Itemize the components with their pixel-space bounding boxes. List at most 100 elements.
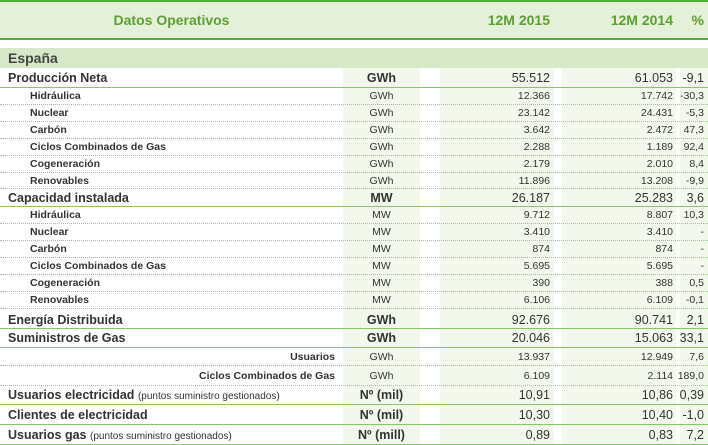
row-value-2014: 25.283 — [634, 190, 673, 205]
row-value-2015: 2.179 — [523, 158, 550, 170]
pct-bg — [680, 68, 708, 445]
row-value-2014: 5.695 — [646, 260, 673, 272]
row-value-2015: 874 — [532, 243, 550, 255]
row-unit: MW — [372, 294, 391, 306]
header-title: Datos Operativos — [113, 12, 230, 28]
row-percent: 2,1 — [686, 312, 704, 327]
row-value-2014: 6.109 — [646, 294, 673, 306]
row-unit: GWh — [366, 331, 397, 345]
row-value-2014: 12.949 — [640, 350, 673, 363]
row-percent: 0,5 — [689, 277, 704, 289]
table-row: Usuarios GWh 13.937 12.949 7,6 — [0, 348, 708, 366]
col2-bg — [562, 68, 676, 445]
row-value-2015: 13.937 — [517, 350, 550, 363]
row-value-2015: 26.187 — [511, 190, 550, 205]
table-row: Hidráulica MW 9.712 8.807 10,3 — [0, 207, 708, 224]
row-unit: GWh — [369, 124, 394, 136]
row-value-2015: 5.695 — [523, 260, 550, 272]
row-label: Hidráulica — [30, 209, 81, 221]
row-percent: 8,4 — [689, 158, 704, 170]
row-label-note: (puntos suministro gestionados) — [137, 391, 280, 402]
header-col1: 12M 2015 — [487, 12, 550, 28]
row-percent: -5,3 — [685, 107, 704, 119]
row-unit: GWh — [369, 141, 394, 153]
row-percent: 189,0 — [677, 369, 704, 382]
row-value-2014: 8.807 — [646, 209, 673, 221]
row-value-2015: 10,30 — [518, 407, 550, 422]
row-unit: GWh — [366, 71, 397, 85]
row-value-2015: 3.642 — [523, 124, 550, 136]
row-value-2015: 9.712 — [523, 209, 550, 221]
row-value-2015: 92.676 — [511, 312, 550, 327]
row-percent: -1,0 — [682, 407, 704, 422]
row-value-2014: 17.742 — [640, 90, 673, 102]
header-col2: 12M 2014 — [610, 12, 673, 28]
row-value-2014: 13.208 — [640, 174, 673, 187]
table-row: Ciclos Combinados de Gas GWh 6.109 2.114 189… — [0, 366, 708, 386]
header-col3: % — [691, 12, 704, 28]
row-value-2014: 24.431 — [640, 107, 673, 119]
row-value-2015: 6.109 — [523, 369, 550, 382]
table-row: Energía Distribuida GWh 92.676 90.741 2,1 — [0, 311, 708, 329]
col1-bg — [440, 68, 554, 445]
row-value-2015: 55.512 — [511, 71, 550, 85]
row-value-2015: 20.046 — [511, 331, 550, 345]
row-value-2014: 90.741 — [634, 312, 673, 327]
row-value-2014: 2.114 — [647, 369, 674, 382]
row-value-2014: 15.063 — [634, 331, 673, 345]
unit-column-bg — [343, 68, 420, 445]
row-unit: GWh — [369, 174, 394, 187]
row-percent: 0,39 — [679, 388, 704, 402]
row-label: Carbón — [30, 243, 67, 255]
row-label: Nuclear — [30, 226, 69, 238]
row-percent: 33,1 — [679, 331, 704, 345]
row-label: Ciclos Combinados de Gas — [199, 369, 335, 382]
row-value-2014: 61.053 — [634, 71, 673, 85]
table-header: Datos Operativos 12M 2015 12M 2014 % — [0, 0, 708, 40]
row-label: Cogeneración — [30, 277, 101, 289]
table-row: Suministros de Gas GWh 20.046 15.063 33,1 — [0, 329, 708, 348]
row-value-2014: 388 — [655, 277, 673, 289]
row-value-2014: 10,40 — [641, 407, 673, 422]
row-value-2014: 2.472 — [646, 124, 673, 136]
row-value-2014: 2.010 — [646, 158, 673, 170]
row-label: Cogeneración — [30, 158, 101, 170]
row-value-2015: 3.410 — [523, 226, 550, 238]
row-percent: 3,6 — [686, 190, 704, 205]
row-percent: - — [700, 260, 705, 272]
row-value-2015: 390 — [532, 277, 550, 289]
row-unit: GWh — [369, 369, 394, 382]
row-value-2015: 0,89 — [525, 427, 550, 442]
row-label: Renovables — [30, 174, 89, 187]
row-unit: MW — [372, 209, 391, 221]
row-unit: GWh — [369, 350, 394, 363]
table-row: Capacidad instalada MW 26.187 25.283 3,6 — [0, 189, 708, 207]
row-percent: -0,1 — [685, 294, 704, 306]
row-value-2015: 6.106 — [523, 294, 550, 306]
row-unit: GWh — [369, 107, 394, 119]
row-percent: -9,9 — [685, 174, 704, 187]
row-unit: GWh — [369, 158, 394, 170]
row-label: Carbón — [30, 124, 67, 136]
table-row: Usuarios gas (puntos suministro gestiona… — [0, 425, 708, 445]
row-value-2014: 10,86 — [641, 388, 673, 402]
row-value-2014: 874 — [655, 243, 673, 255]
table-row: Clientes de electricidad Nº (mil) 10,30 10,… — [0, 405, 708, 425]
table-row: Carbón GWh 3.642 2.472 47,3 — [0, 122, 708, 139]
row-label: Renovables — [30, 294, 89, 306]
row-label-note: (puntos suministro gestionados) — [90, 430, 232, 442]
row-label: Producción Neta — [8, 71, 108, 85]
row-label: Capacidad instalada — [8, 190, 129, 205]
table-row: Carbón MW 874 874 - — [0, 241, 708, 258]
row-unit: MW — [372, 243, 391, 255]
row-label-text: Usuarios electricidad — [8, 388, 135, 402]
row-label-text: Usuarios gas — [8, 427, 87, 442]
row-value-2015: 2.288 — [523, 141, 550, 153]
row-label: Nuclear — [30, 107, 69, 119]
row-unit: GWh — [366, 312, 397, 327]
table-row: Usuarios electricidad (puntos suministro… — [0, 386, 708, 405]
row-value-2015: 11.896 — [518, 174, 550, 187]
row-percent: 47,3 — [683, 124, 704, 136]
row-percent: 92,4 — [683, 141, 704, 153]
row-label: Energía Distribuida — [8, 312, 123, 327]
